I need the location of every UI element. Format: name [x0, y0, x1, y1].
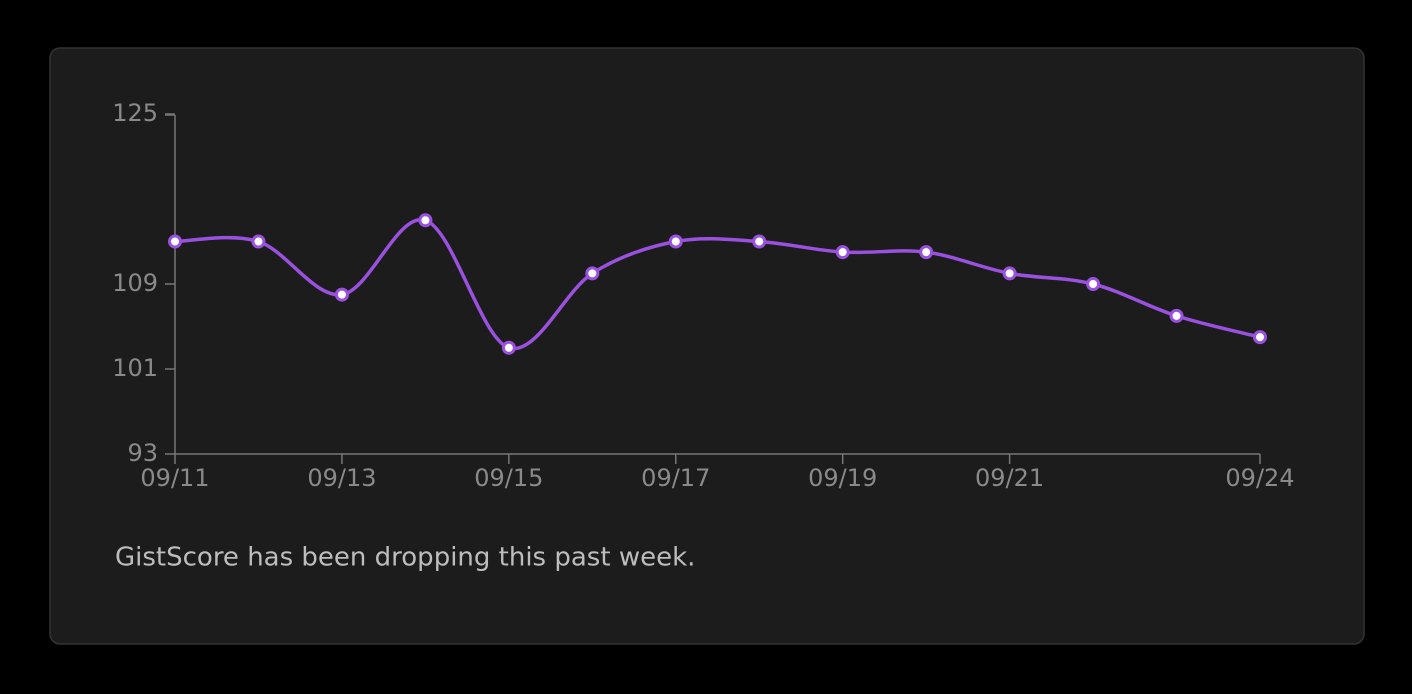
point — [668, 234, 683, 249]
point — [1002, 266, 1017, 281]
point — [168, 234, 182, 249]
point — [334, 287, 349, 302]
x-tick-label: 09/17 — [641, 464, 710, 492]
point — [418, 213, 433, 228]
x-tick-label: 09/13 — [307, 464, 376, 492]
point — [501, 340, 516, 355]
point — [1086, 277, 1101, 291]
point — [752, 234, 767, 249]
y-tick-label: 109 — [112, 269, 158, 297]
x-tick-label: 09/11 — [140, 464, 209, 492]
x-tick-label: 09/19 — [808, 464, 877, 492]
y-tick-label: 101 — [112, 354, 158, 382]
point — [835, 245, 850, 260]
point — [1169, 308, 1184, 323]
card — [49, 47, 1365, 645]
point — [1253, 330, 1267, 345]
y-tick-label: 125 — [112, 99, 158, 127]
y-tick-label: 93 — [127, 439, 158, 467]
point — [251, 234, 266, 249]
point — [919, 245, 934, 260]
x-tick-label: 09/24 — [1225, 464, 1294, 492]
caption: GistScore has been dropping this past we… — [115, 543, 695, 573]
x-tick-label: 09/15 — [474, 464, 543, 492]
x-tick-label: 09/21 — [975, 464, 1044, 492]
point — [585, 266, 600, 281]
